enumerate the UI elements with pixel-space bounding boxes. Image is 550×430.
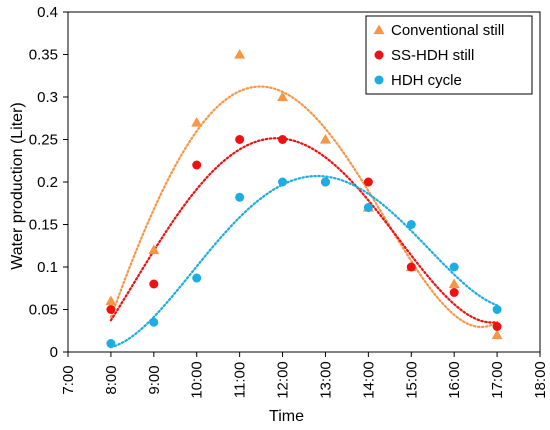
y-tick-label: 0.05 [29, 302, 58, 319]
data-point [106, 339, 116, 348]
trendline [109, 174, 499, 349]
y-axis-ticks: 0 0.05 0.1 0.15 0.2 0.25 0.3 0.35 0.4 [29, 4, 68, 361]
y-tick-label: 0.25 [29, 132, 58, 149]
legend-marker [373, 24, 385, 35]
legend-label: Conventional still [391, 22, 504, 39]
data-point [235, 135, 245, 144]
data-point [492, 305, 502, 314]
y-tick-label: 0.35 [29, 47, 58, 64]
data-point [449, 288, 459, 297]
y-tick-label: 0.15 [29, 217, 58, 234]
trendline [109, 85, 499, 329]
data-point [363, 177, 373, 187]
data-point [492, 322, 502, 331]
y-axis-title: Water production (Liter) [9, 102, 26, 269]
x-tick-label: 9:00 [146, 365, 163, 394]
data-point [191, 117, 203, 127]
data-point [234, 49, 246, 59]
data-markers [105, 49, 503, 348]
x-tick-label: 12:00 [275, 361, 292, 399]
legend-label: HDH cycle [391, 72, 462, 89]
data-point [149, 279, 159, 289]
data-point [192, 160, 202, 170]
x-tick-label: 16:00 [446, 361, 463, 399]
x-tick-label: 18:00 [532, 361, 549, 399]
y-tick-label: 0.4 [37, 4, 58, 21]
data-point [105, 295, 117, 306]
data-point [319, 134, 331, 144]
data-point [277, 91, 289, 102]
x-tick-label: 15:00 [403, 361, 420, 399]
data-point [148, 244, 160, 255]
data-point [278, 177, 288, 187]
data-point [106, 305, 116, 314]
x-axis-title: Time [269, 408, 304, 425]
x-tick-label: 7:00 [60, 365, 77, 394]
x-tick-label: 11:00 [232, 362, 249, 398]
legend-box [365, 15, 533, 95]
data-point [448, 278, 460, 289]
x-axis-ticks: 7:00 8:00 9:00 10:00 11:00 12:00 13:00 14:00 15:… [60, 352, 549, 399]
y-tick-label: 0.2 [37, 174, 58, 191]
y-tick-label: 0.1 [37, 259, 58, 276]
data-point [491, 329, 503, 340]
data-point [406, 262, 416, 272]
legend: Conventional still SS-HDH still HDH cycle [365, 15, 533, 95]
data-point [235, 192, 245, 202]
data-point [278, 135, 288, 144]
y-tick-label: 0.3 [37, 89, 58, 106]
x-tick-label: 8:00 [103, 365, 120, 394]
data-point [363, 203, 373, 212]
x-tick-label: 14:00 [360, 361, 377, 399]
legend-marker [374, 50, 384, 60]
y-tick-label: 0 [50, 344, 58, 361]
data-point [320, 177, 330, 187]
trendline [109, 137, 499, 324]
x-tick-label: 10:00 [189, 361, 206, 399]
data-point [406, 220, 416, 229]
legend-label: SS-HDH still [391, 47, 474, 64]
trendlines [109, 85, 499, 349]
data-point [192, 273, 202, 283]
data-point [149, 317, 159, 327]
x-tick-label: 13:00 [317, 361, 334, 399]
data-point [449, 262, 459, 272]
legend-marker [374, 75, 384, 85]
x-tick-label: 17:00 [489, 361, 506, 399]
